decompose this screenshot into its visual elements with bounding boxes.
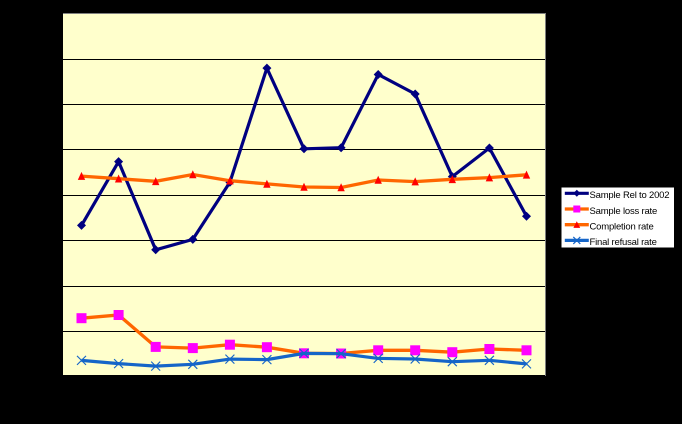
svg-text:Completion rate: Completion rate [590, 222, 654, 233]
svg-text:Final refusal rate: Final refusal rate [590, 237, 657, 248]
svg-text:Sample Rel to 2002: Sample Rel to 2002 [590, 190, 670, 201]
svg-text:Sample loss rate: Sample loss rate [590, 206, 658, 217]
